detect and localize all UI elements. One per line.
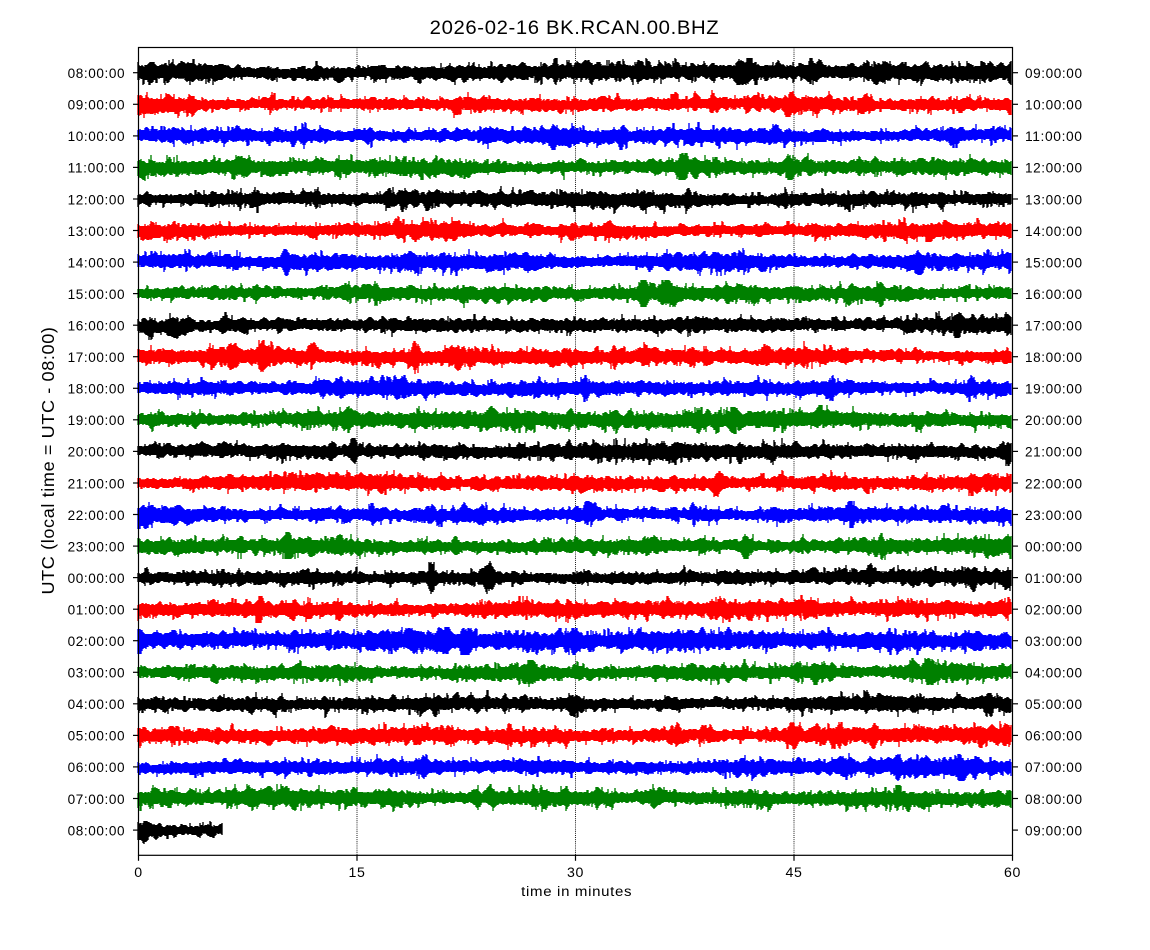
svg-text:04:00:00: 04:00:00 [1025,666,1083,681]
svg-text:07:00:00: 07:00:00 [68,792,126,807]
svg-text:20:00:00: 20:00:00 [1025,413,1083,428]
svg-text:UTC (local time = UTC - 08:00): UTC (local time = UTC - 08:00) [38,327,58,595]
svg-text:11:00:00: 11:00:00 [68,161,126,176]
svg-text:21:00:00: 21:00:00 [68,476,126,491]
svg-text:12:00:00: 12:00:00 [1025,161,1083,176]
svg-text:08:00:00: 08:00:00 [68,66,126,81]
svg-text:10:00:00: 10:00:00 [1025,98,1083,113]
svg-text:17:00:00: 17:00:00 [1025,319,1083,334]
svg-text:03:00:00: 03:00:00 [68,666,126,681]
svg-text:18:00:00: 18:00:00 [1025,350,1083,365]
svg-text:20:00:00: 20:00:00 [68,445,126,460]
svg-text:01:00:00: 01:00:00 [68,603,126,618]
svg-text:06:00:00: 06:00:00 [68,760,126,775]
svg-text:13:00:00: 13:00:00 [68,224,126,239]
svg-text:21:00:00: 21:00:00 [1025,445,1083,460]
svg-text:08:00:00: 08:00:00 [1025,792,1083,807]
svg-text:12:00:00: 12:00:00 [68,192,126,207]
svg-text:18:00:00: 18:00:00 [68,382,126,397]
svg-text:09:00:00: 09:00:00 [1025,66,1083,81]
svg-text:13:00:00: 13:00:00 [1025,192,1083,207]
svg-text:60: 60 [1004,865,1021,880]
svg-text:02:00:00: 02:00:00 [68,634,126,649]
svg-text:45: 45 [786,865,803,880]
svg-text:00:00:00: 00:00:00 [68,571,126,586]
svg-text:time in minutes: time in minutes [521,884,632,899]
svg-text:19:00:00: 19:00:00 [68,413,126,428]
svg-text:09:00:00: 09:00:00 [68,98,126,113]
svg-text:05:00:00: 05:00:00 [1025,697,1083,712]
svg-text:2026-02-16 BK.RCAN.00.BHZ: 2026-02-16 BK.RCAN.00.BHZ [430,17,720,39]
svg-text:17:00:00: 17:00:00 [68,350,126,365]
svg-text:00:00:00: 00:00:00 [1025,539,1083,554]
svg-text:0: 0 [134,865,143,880]
svg-text:15:00:00: 15:00:00 [1025,255,1083,270]
svg-text:16:00:00: 16:00:00 [1025,287,1083,302]
svg-text:19:00:00: 19:00:00 [1025,382,1083,397]
svg-text:10:00:00: 10:00:00 [68,129,126,144]
svg-text:14:00:00: 14:00:00 [1025,224,1083,239]
svg-text:15:00:00: 15:00:00 [68,287,126,302]
svg-text:15: 15 [349,865,366,880]
svg-text:01:00:00: 01:00:00 [1025,571,1083,586]
svg-text:09:00:00: 09:00:00 [1025,823,1083,838]
svg-text:04:00:00: 04:00:00 [68,697,126,712]
svg-text:08:00:00: 08:00:00 [68,823,126,838]
svg-text:06:00:00: 06:00:00 [1025,729,1083,744]
svg-text:14:00:00: 14:00:00 [68,255,126,270]
svg-text:22:00:00: 22:00:00 [68,508,126,523]
svg-text:05:00:00: 05:00:00 [68,729,126,744]
svg-text:22:00:00: 22:00:00 [1025,476,1083,491]
svg-text:23:00:00: 23:00:00 [1025,508,1083,523]
svg-text:07:00:00: 07:00:00 [1025,760,1083,775]
svg-text:03:00:00: 03:00:00 [1025,634,1083,649]
svg-text:23:00:00: 23:00:00 [68,539,126,554]
svg-text:16:00:00: 16:00:00 [68,319,126,334]
svg-text:30: 30 [567,865,584,880]
svg-text:02:00:00: 02:00:00 [1025,603,1083,618]
svg-text:11:00:00: 11:00:00 [1025,129,1083,144]
